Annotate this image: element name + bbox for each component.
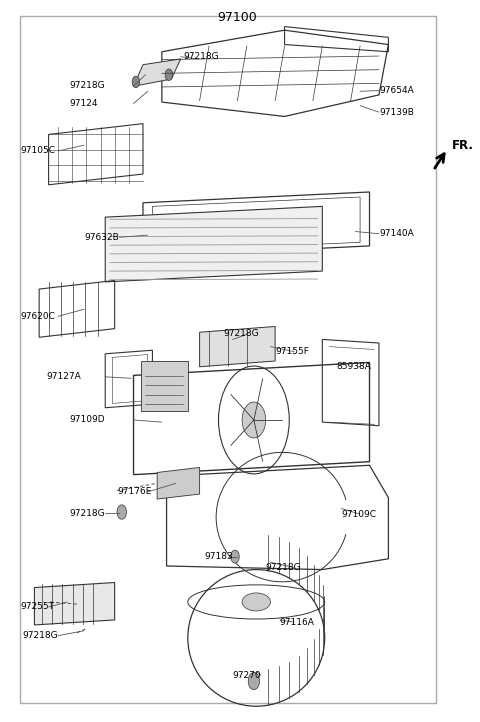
Ellipse shape (242, 593, 270, 611)
Circle shape (231, 550, 239, 563)
Polygon shape (157, 467, 200, 499)
Polygon shape (105, 206, 323, 282)
Text: 85938A: 85938A (336, 362, 372, 370)
Circle shape (117, 505, 126, 519)
Text: 97127A: 97127A (46, 373, 81, 381)
Polygon shape (35, 583, 115, 625)
Text: 97105C: 97105C (20, 147, 55, 155)
Text: 97632B: 97632B (84, 232, 119, 242)
Text: 97654A: 97654A (379, 86, 414, 95)
Text: 97218G: 97218G (70, 81, 106, 90)
Circle shape (242, 402, 266, 438)
Text: 97218G: 97218G (266, 563, 301, 572)
Text: FR.: FR. (452, 139, 474, 152)
Text: 97270: 97270 (233, 671, 261, 680)
Text: 97109C: 97109C (341, 510, 376, 518)
Text: 97218G: 97218G (70, 509, 106, 518)
Text: 97218G: 97218G (223, 329, 259, 338)
Text: 97139B: 97139B (379, 108, 414, 117)
Text: 97155F: 97155F (275, 347, 309, 356)
FancyBboxPatch shape (141, 361, 188, 412)
Text: 97109D: 97109D (70, 415, 106, 425)
Polygon shape (200, 326, 275, 367)
Text: 97100: 97100 (217, 11, 257, 24)
Text: 97620C: 97620C (20, 312, 55, 321)
Circle shape (165, 69, 173, 81)
Text: 97176E: 97176E (117, 487, 151, 497)
Text: 97124: 97124 (70, 99, 98, 108)
Text: 97218G: 97218G (23, 631, 58, 640)
Polygon shape (133, 59, 181, 86)
Circle shape (132, 77, 140, 87)
Text: 97140A: 97140A (379, 229, 414, 238)
Text: 97218G: 97218G (183, 51, 219, 61)
Text: 97183: 97183 (204, 552, 233, 561)
Text: 97255T: 97255T (20, 602, 54, 612)
Circle shape (248, 672, 260, 690)
Text: 97116A: 97116A (280, 617, 315, 627)
